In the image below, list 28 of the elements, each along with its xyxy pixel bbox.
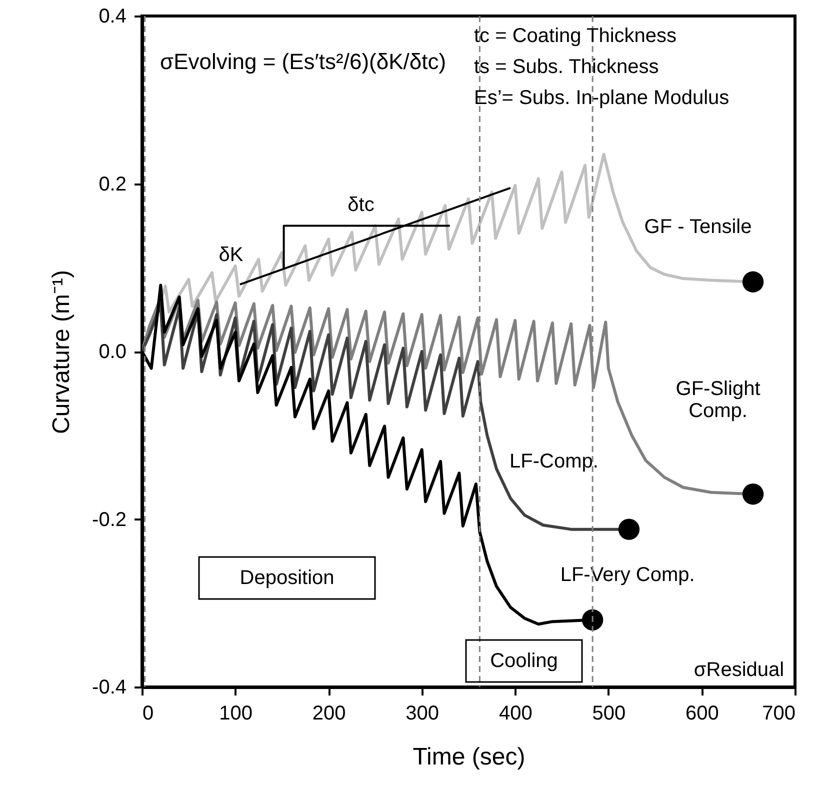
x-tick-label: 700 [762, 702, 796, 724]
y-tick-label: -0.4 [92, 676, 126, 698]
annotation: Es’= Subs. In-plane Modulus [474, 87, 730, 109]
x-tick-label: 300 [406, 702, 440, 724]
annotation: ts = Subs. Thickness [474, 56, 659, 78]
x-tick-label: 0 [142, 702, 154, 724]
x-axis-title: Time (sec) [412, 744, 526, 770]
y-tick-label: -0.2 [92, 508, 126, 531]
x-tick-label: 500 [592, 702, 626, 724]
text: GF-Slight Comp. [676, 378, 761, 422]
series-label: LF-Very Comp. [560, 564, 695, 586]
annotation: σResidual [694, 659, 784, 681]
x-tick-label: 600 [686, 702, 719, 724]
y-axis-title: Curvature (m⁻¹) [48, 270, 76, 434]
series-label: GF - Tensile [644, 216, 752, 238]
y-tick-label: 0.2 [98, 173, 126, 196]
x-tick-label: 400 [498, 702, 532, 724]
annotation: δtc [348, 194, 374, 216]
annotation: δK [218, 244, 244, 266]
series-label: LF-Comp. [510, 450, 598, 472]
x-tick-label: 100 [219, 702, 252, 724]
annotation: σEvolving = (Es′ts²/6)(δK/δtc) [160, 49, 446, 74]
x-tick-label: 200 [312, 702, 346, 724]
annotation: Cooling [490, 650, 558, 672]
y-tick-label: 0.4 [98, 6, 126, 28]
annotation: tc = Coating Thickness [474, 25, 677, 47]
annotation: Deposition [240, 567, 334, 589]
y-tick-label: 0.0 [98, 341, 126, 363]
